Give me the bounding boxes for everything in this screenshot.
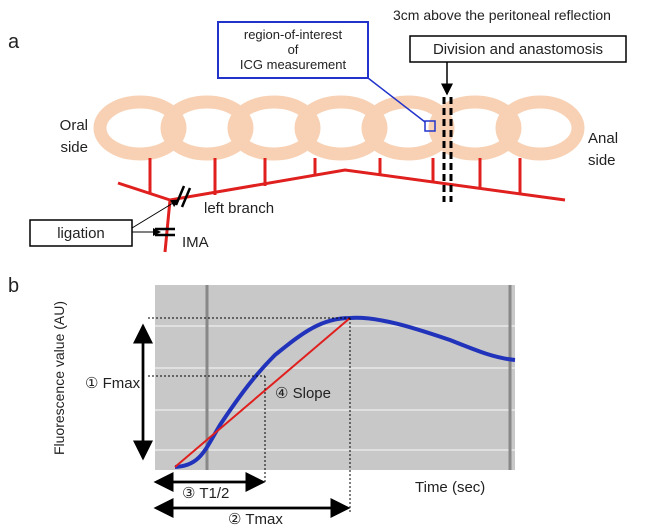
division-text: Division and anastomosis — [433, 41, 603, 58]
division-box — [409, 35, 627, 63]
colon — [93, 95, 585, 161]
ima: IMA — [182, 234, 209, 251]
dashed-division — [442, 97, 453, 202]
oral-side: Oral — [60, 117, 88, 134]
slope-line — [174, 317, 351, 468]
panel-label: a — [8, 31, 20, 53]
vessels — [117, 158, 566, 253]
t-half-label: ③ T1/2 — [182, 485, 229, 502]
roi-text: ICG measurement — [240, 57, 347, 72]
roi-text: of — [288, 42, 299, 57]
guide-lines — [148, 317, 351, 512]
oral-side: side — [60, 139, 88, 156]
reflection-note: 3cm above the peritoneal reflection — [393, 7, 611, 23]
ligation-box — [29, 219, 133, 247]
y-axis-label: Fluorescence value (AU) — [51, 301, 67, 455]
arrows — [133, 323, 351, 518]
slope-label: ④ Slope — [275, 385, 331, 402]
panel-label: b — [8, 275, 19, 297]
anal-side: side — [588, 152, 616, 169]
roi-connector — [367, 77, 426, 123]
roi-text: region-of-interest — [244, 27, 343, 42]
arrow — [131, 199, 179, 229]
roi-box — [217, 21, 369, 79]
tmax-label: ② Tmax — [228, 511, 283, 526]
left-branch: left branch — [204, 200, 274, 217]
anal-side: Anal — [588, 130, 618, 147]
grid — [155, 325, 515, 451]
ligation-text: ligation — [57, 225, 105, 242]
plot-area — [155, 285, 515, 470]
fluorescence-curve — [174, 315, 516, 469]
fmax-label: ① Fmax — [85, 375, 141, 392]
roi-square — [424, 120, 436, 132]
x-axis-label: Time (sec) — [415, 479, 485, 496]
